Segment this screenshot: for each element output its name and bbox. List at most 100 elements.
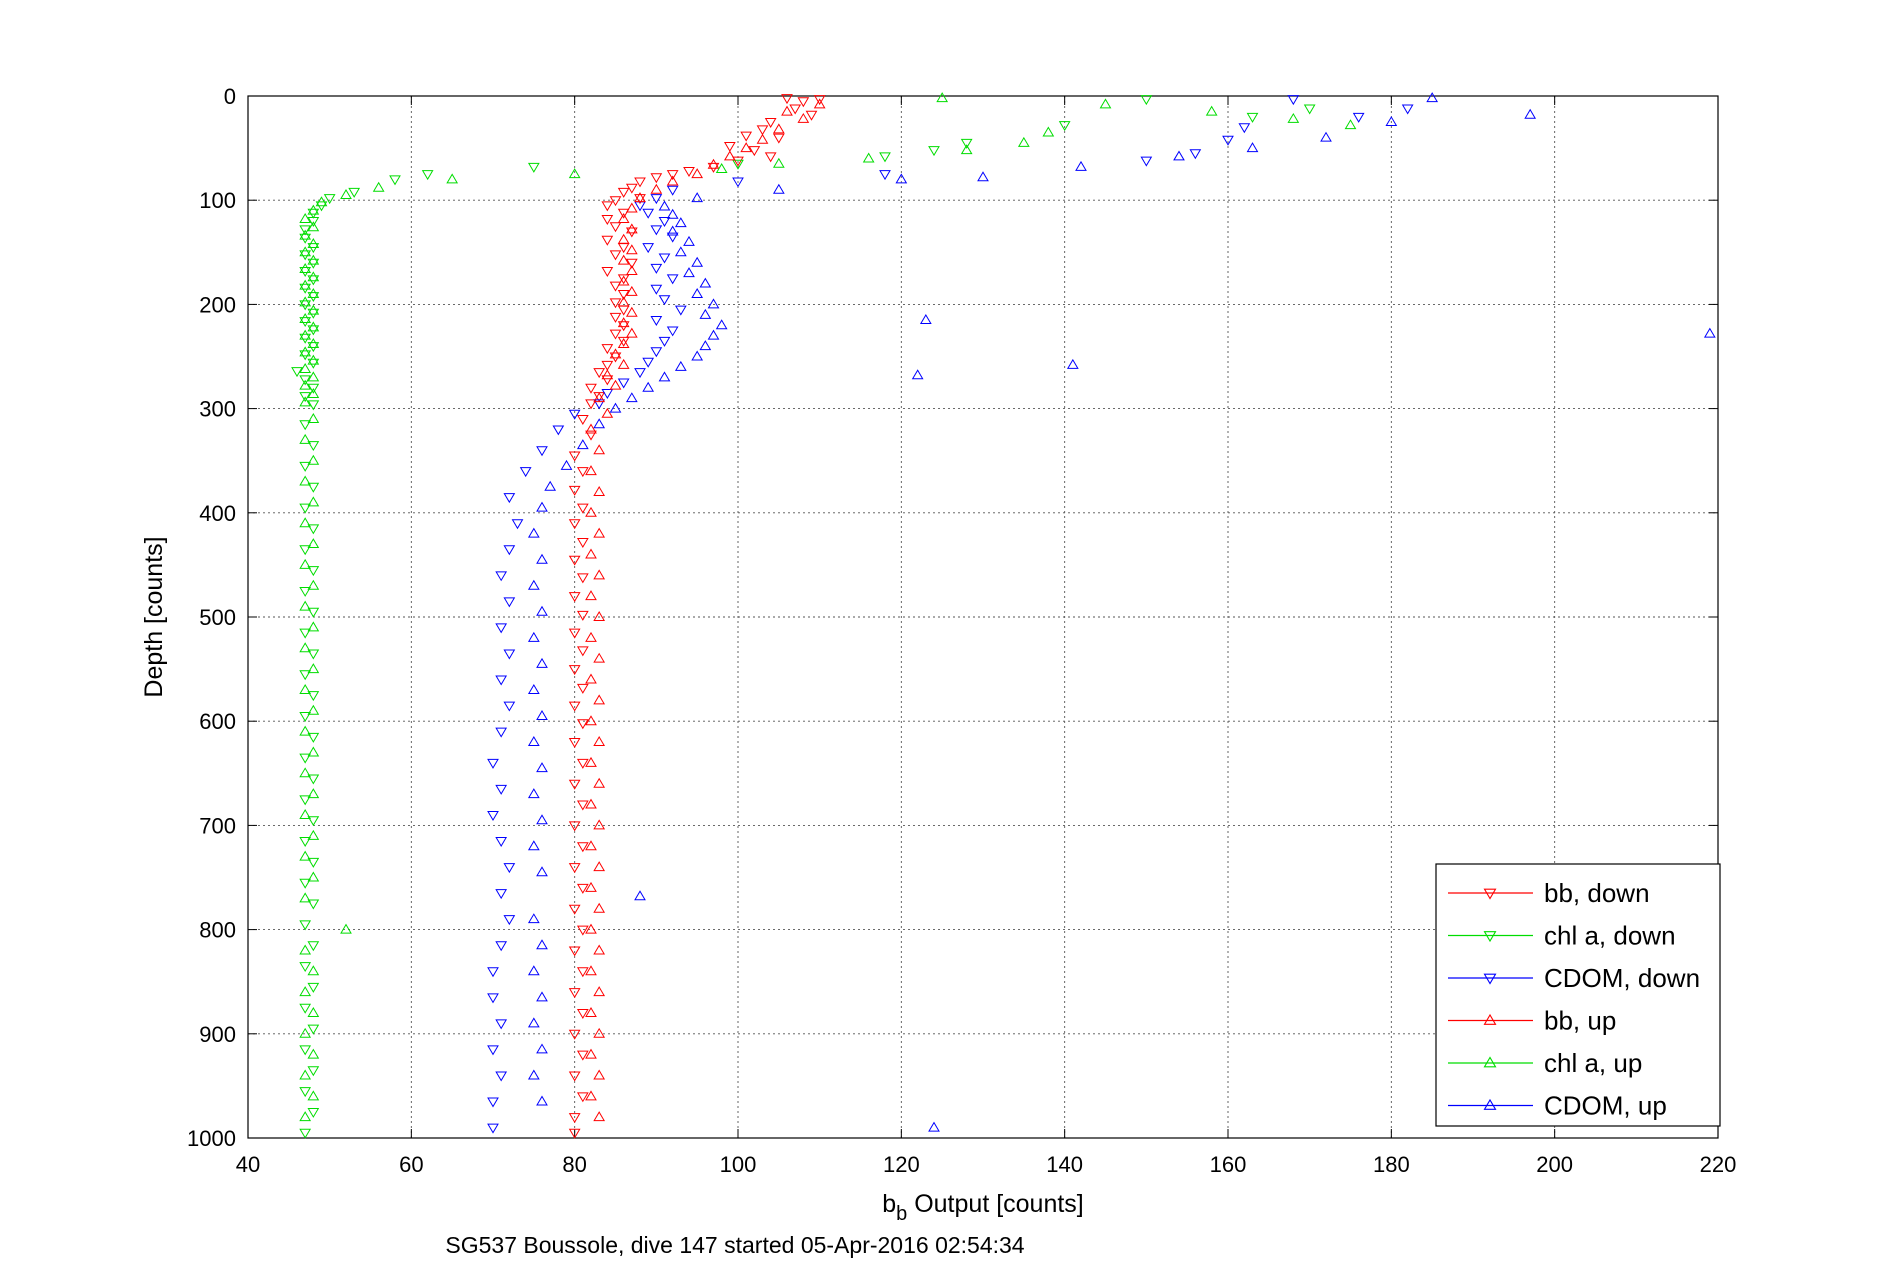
data-point: [527, 631, 540, 642]
data-point: [617, 296, 630, 307]
data-point: [1246, 142, 1259, 153]
data-point: [576, 610, 589, 621]
data-point: [446, 173, 459, 184]
data-point: [576, 537, 589, 548]
data-point: [576, 967, 589, 978]
data-point: [299, 545, 312, 556]
data-point: [307, 1090, 320, 1101]
data-point: [299, 229, 312, 240]
data-point: [299, 392, 312, 403]
data-point: [642, 208, 655, 219]
data-point: [576, 439, 589, 450]
data-point: [315, 196, 328, 207]
data-point: [585, 548, 597, 559]
data-point: [307, 354, 320, 365]
data-point: [1238, 123, 1251, 134]
data-point: [299, 350, 312, 361]
data-point: [495, 727, 508, 738]
data-point: [617, 358, 630, 369]
data-point: [495, 1019, 508, 1030]
y-tick-label: 1000: [187, 1126, 236, 1151]
data-point: [568, 1113, 581, 1124]
data-point: [585, 423, 597, 434]
data-point: [552, 425, 565, 436]
data-point: [617, 275, 630, 286]
data-point: [299, 878, 312, 889]
data-point: [307, 258, 320, 269]
data-point: [1140, 95, 1153, 106]
data-point: [536, 710, 548, 720]
data-point: [732, 177, 744, 188]
legend-marker: [1483, 931, 1497, 943]
data-point: [593, 569, 606, 580]
y-axis-label: Depth [counts]: [140, 536, 168, 697]
data-point: [781, 94, 793, 105]
data-point: [576, 883, 589, 894]
data-point: [1246, 112, 1259, 123]
data-point: [911, 369, 924, 380]
data-point: [609, 348, 622, 359]
data-point: [1222, 135, 1234, 146]
data-point: [307, 871, 320, 882]
x-axis-label-base: b: [882, 1190, 896, 1218]
data-point: [495, 675, 508, 686]
data-point: [707, 298, 720, 309]
data-point: [299, 517, 312, 528]
data-point: [495, 837, 508, 848]
data-point: [642, 381, 655, 392]
x-tick-label: 200: [1536, 1152, 1573, 1177]
data-point: [576, 503, 589, 514]
data-point: [634, 890, 646, 901]
data-point: [299, 1027, 312, 1038]
data-point: [299, 753, 312, 764]
data-point: [1099, 98, 1112, 109]
data-point: [495, 784, 508, 795]
data-point: [601, 201, 614, 212]
data-point: [299, 892, 312, 903]
data-point: [625, 227, 638, 238]
data-point: [568, 946, 581, 957]
x-tick-label: 180: [1373, 1152, 1410, 1177]
data-point: [609, 329, 622, 340]
data-point: [585, 590, 597, 601]
data-point: [756, 125, 769, 136]
data-point: [617, 208, 630, 219]
data-point: [1287, 112, 1300, 123]
data-point: [487, 1123, 499, 1134]
data-point: [576, 646, 589, 657]
data-point: [299, 313, 312, 323]
data-point: [585, 399, 597, 410]
data-point: [568, 904, 581, 915]
data-point: [642, 243, 655, 254]
data-point: [307, 237, 320, 248]
data-point: [666, 225, 679, 236]
data-point: [323, 194, 336, 205]
data-point: [960, 138, 973, 149]
data-point: [527, 788, 540, 799]
data-point: [772, 157, 785, 168]
data-point: [299, 379, 312, 390]
data-point: [299, 986, 312, 997]
data-point: [707, 329, 720, 340]
data-point: [674, 217, 687, 228]
data-point: [691, 192, 704, 203]
data-point: [666, 185, 679, 196]
data-point: [683, 235, 695, 246]
data-point: [585, 631, 597, 642]
data-point: [666, 170, 679, 181]
data-point: [307, 899, 320, 910]
data-point: [593, 777, 606, 788]
data-point: [699, 340, 712, 351]
data-point: [585, 798, 597, 809]
data-point: [299, 850, 312, 861]
data-point: [307, 338, 320, 348]
data-point: [666, 326, 679, 337]
data-point: [299, 396, 312, 407]
data-point: [291, 367, 303, 378]
data-point: [585, 881, 597, 892]
legend-box: [1435, 863, 1721, 1127]
data-point: [340, 923, 352, 934]
data-point: [307, 271, 320, 282]
legend-marker: [1483, 1098, 1497, 1110]
legend-label: bb, down: [1544, 878, 1650, 908]
